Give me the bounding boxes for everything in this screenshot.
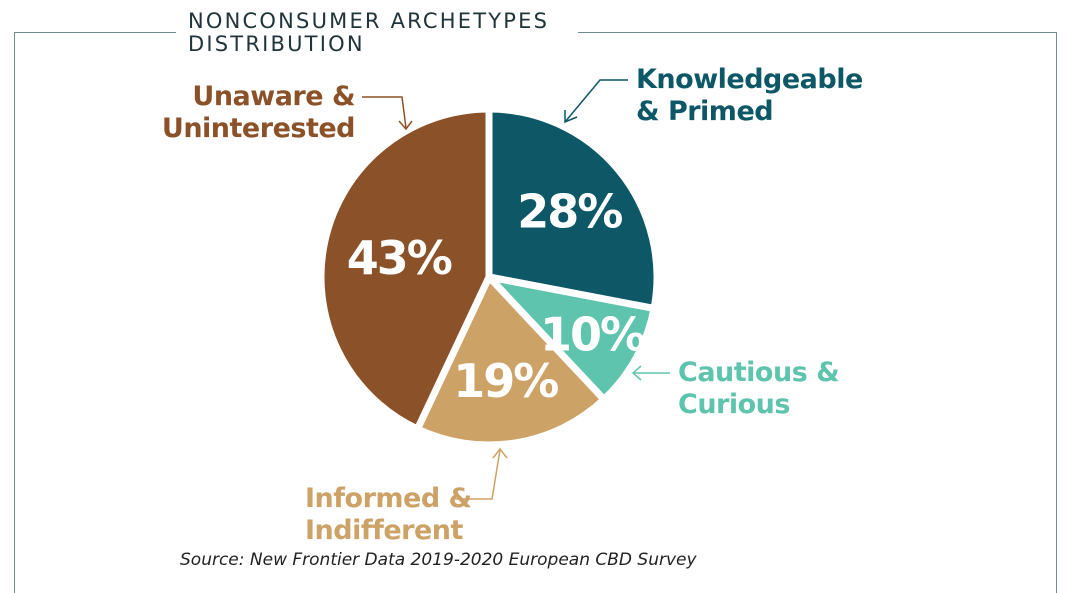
arrow-informed-head [492, 447, 508, 459]
label-line: Unaware & [192, 81, 355, 112]
arrow-cautious-head [631, 365, 642, 381]
frame-right-top [578, 32, 1057, 593]
pie-slice [485, 105, 661, 312]
label-line: & Primed [636, 96, 774, 127]
slice-label: 28% [517, 185, 622, 239]
label-line: Informed & [305, 483, 472, 514]
label-knowledgeable: Knowledgeable & Primed [636, 64, 863, 128]
label-line: Uninterested [161, 113, 356, 144]
label-unaware: Unaware & Uninterested [161, 81, 356, 145]
pie-chart: 28% 10%19% 43% [317, 79, 670, 500]
label-informed: Informed & Indifferent [305, 483, 472, 547]
arrow-knowledgeable-head [564, 110, 578, 124]
arrow-unaware [362, 96, 407, 129]
label-line: Cautious & [678, 357, 840, 388]
arrow-unaware-head [398, 120, 413, 131]
pie-slice [413, 273, 608, 449]
arrow-informed [455, 449, 501, 500]
source-note: Source: New Frontier Data 2019-2020 Euro… [180, 550, 697, 570]
label-line: Knowledgeable [636, 64, 863, 95]
slice-label: 10% [540, 308, 645, 362]
slice-label: 19% [453, 354, 558, 408]
label-line: Curious [678, 389, 790, 420]
pie-slice [485, 273, 658, 403]
label-line: Indifferent [305, 515, 463, 546]
chart-title: NONCONSUMER ARCHETYPES DISTRIBUTION [188, 9, 550, 56]
arrow-knowledgeable [564, 79, 628, 123]
pie-slice [317, 105, 493, 433]
label-cautious: Cautious & Curious [678, 357, 840, 421]
frame-left-top [14, 32, 176, 593]
slice-label: 43% [347, 231, 452, 285]
